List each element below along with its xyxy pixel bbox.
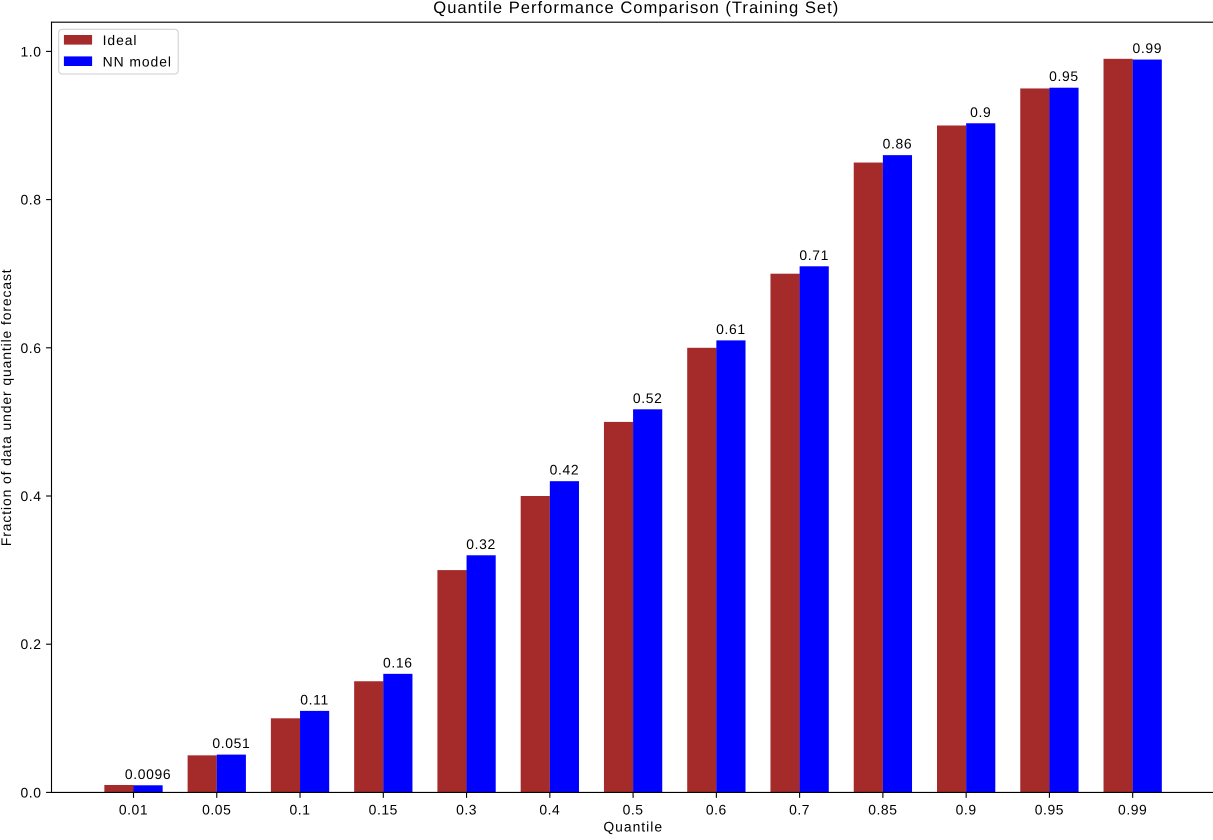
svg-text:0.95: 0.95 — [1049, 68, 1079, 84]
svg-text:0.01: 0.01 — [119, 801, 148, 817]
svg-text:1.0: 1.0 — [21, 43, 42, 59]
svg-text:0.16: 0.16 — [383, 654, 413, 670]
svg-text:0.9: 0.9 — [956, 801, 977, 817]
svg-text:Quantile: Quantile — [603, 819, 663, 835]
svg-text:0.2: 0.2 — [21, 636, 42, 652]
svg-text:0.05: 0.05 — [202, 801, 231, 817]
svg-text:0.42: 0.42 — [550, 462, 580, 478]
svg-text:0.9: 0.9 — [970, 104, 991, 120]
svg-text:0.5: 0.5 — [623, 801, 644, 817]
svg-text:0.85: 0.85 — [868, 801, 897, 817]
svg-text:Ideal: Ideal — [103, 32, 138, 48]
svg-text:0.4: 0.4 — [21, 488, 42, 504]
svg-text:0.3: 0.3 — [456, 801, 477, 817]
svg-text:0.0: 0.0 — [21, 784, 42, 800]
svg-text:0.6: 0.6 — [706, 801, 727, 817]
svg-text:0.52: 0.52 — [633, 390, 663, 406]
svg-text:0.61: 0.61 — [716, 321, 746, 337]
svg-text:0.99: 0.99 — [1132, 40, 1162, 56]
svg-text:0.0096: 0.0096 — [125, 766, 171, 782]
svg-text:0.1: 0.1 — [290, 801, 311, 817]
svg-text:0.11: 0.11 — [300, 691, 329, 707]
svg-text:0.99: 0.99 — [1118, 801, 1147, 817]
svg-text:NN model: NN model — [103, 53, 172, 69]
svg-text:0.15: 0.15 — [369, 801, 398, 817]
svg-text:0.4: 0.4 — [539, 801, 560, 817]
svg-text:0.86: 0.86 — [883, 136, 913, 152]
svg-text:0.71: 0.71 — [799, 247, 829, 263]
svg-text:Quantile Performance Compariso: Quantile Performance Comparison (Trainin… — [433, 0, 839, 17]
svg-text:0.051: 0.051 — [212, 735, 250, 751]
svg-text:0.6: 0.6 — [21, 340, 42, 356]
svg-text:0.95: 0.95 — [1035, 801, 1064, 817]
svg-text:Fraction of data under quantil: Fraction of data under quantile forecast — [0, 268, 14, 546]
svg-text:0.32: 0.32 — [466, 536, 496, 552]
svg-text:0.8: 0.8 — [21, 192, 42, 208]
svg-text:0.7: 0.7 — [789, 801, 810, 817]
